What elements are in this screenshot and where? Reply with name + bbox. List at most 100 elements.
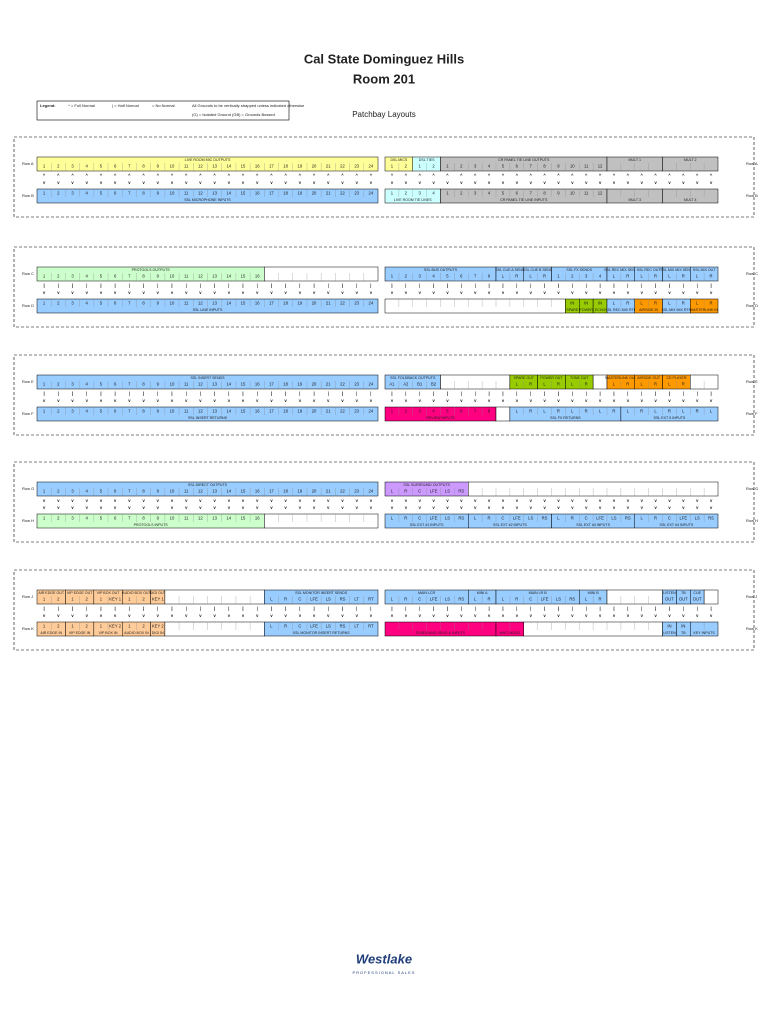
normal-mark: v [57,613,60,618]
normal-mark: v [682,180,685,185]
normal-mark: | [44,606,45,611]
normal-mark: v [356,498,359,503]
normal-mark: v [446,498,449,503]
normal-mark: v [419,180,422,185]
normal-mark: | [200,606,201,611]
normal-mark: v [613,613,616,618]
block-title: SURROUND SEND & INPUTS [416,631,466,635]
jack-label: 4 [86,409,89,414]
normal-mark: v [199,180,202,185]
normal-mark: v [613,398,616,403]
jack-label: R [626,301,629,306]
block-title: LISTEN [663,631,676,635]
legend-item: (G) = Isolated Ground [192,112,231,117]
normal-mark: v [488,498,491,503]
normal-mark: v [585,180,588,185]
normal-mark: v [460,613,463,618]
normal-mark: v [641,180,644,185]
normal-mark: | [157,283,158,288]
jack-label: 3 [71,409,74,414]
normal-mark: v [696,180,699,185]
jack-label: 1 [43,516,46,521]
normal-mark: v [327,505,330,510]
jack-label: 7 [128,164,131,169]
normal-mark: v [668,498,671,503]
normal-mark: v [710,613,713,618]
normal-mark: v [71,290,74,295]
normal-mark: | [419,391,420,396]
jack-label: 1 [43,382,46,387]
normal-mark: | [405,606,406,611]
normal-mark: v [157,398,160,403]
normal-mark: | [461,283,462,288]
normal-mark: ^ [488,173,491,178]
jack-label: 24 [369,382,374,387]
normal-mark: | [228,606,229,611]
jack-label: 22 [340,164,345,169]
jack-label: 19 [298,164,303,169]
normal-mark: | [342,606,343,611]
normal-mark: | [370,606,371,611]
normal-mark: v [213,613,216,618]
normal-mark: v [474,613,477,618]
normal-mark: v [86,505,89,510]
normal-mark: v [370,398,373,403]
jack-label: 13 [212,516,217,521]
normal-mark: v [460,180,463,185]
jack-label: 4 [86,489,89,494]
jack-label: 11 [184,191,189,196]
normal-mark: | [58,283,59,288]
normal-mark: ^ [270,173,273,178]
jack-label: 8 [488,274,491,279]
normal-mark: v [171,180,174,185]
normal-mark: v [171,498,174,503]
jack-label: 23 [354,164,359,169]
normal-mark: v [213,505,216,510]
normal-mark: | [627,391,628,396]
normal-mark: | [669,391,670,396]
normal-mark: v [530,290,533,295]
normal-mark: | [100,283,101,288]
block-title: SSL SURROUND OUTPUTS [403,483,450,487]
jack-label: 18 [283,191,288,196]
normal-mark: v [488,290,491,295]
jack-label: R [668,409,671,414]
normal-mark: v [668,498,671,503]
normal-mark: v [86,398,89,403]
normal-mark: ^ [285,173,288,178]
jack-label: 7 [128,382,131,387]
normal-mark: | [100,283,101,288]
normal-mark: v [654,498,657,503]
block-title: PROTOOLS OUTPUTS [132,268,171,272]
normal-mark: | [655,391,656,396]
normal-mark: v [157,398,160,403]
normal-mark: v [57,180,60,185]
normal-mark: | [516,283,517,288]
jack-label: L [654,409,657,414]
normal-mark: v [641,290,644,295]
normal-mark: v [299,498,302,503]
normal-mark: v [488,180,491,185]
normal-mark: v [488,290,491,295]
normal-mark: v [502,505,505,510]
normal-mark: v [185,290,188,295]
normal-mark: v [627,398,630,403]
normal-mark: v [43,505,46,510]
normal-mark: v [100,613,103,618]
jack-label: 19 [298,191,303,196]
normal-mark: | [313,391,314,396]
normal-mark: | [200,391,201,396]
normal-mark: v [599,613,602,618]
block-title: SSL CUE A SEND [495,268,525,272]
normal-mark: | [129,283,130,288]
block-title: SSL MIX OUT [693,268,716,272]
normal-mark: v [571,498,574,503]
normal-mark: v [405,290,408,295]
normal-mark: v [327,505,330,510]
normal-mark: v [71,398,74,403]
normal-mark: v [613,505,616,510]
normal-mark: v [86,290,89,295]
normal-mark: | [627,606,628,611]
normal-mark: v [270,498,273,503]
normal-mark: v [57,398,60,403]
